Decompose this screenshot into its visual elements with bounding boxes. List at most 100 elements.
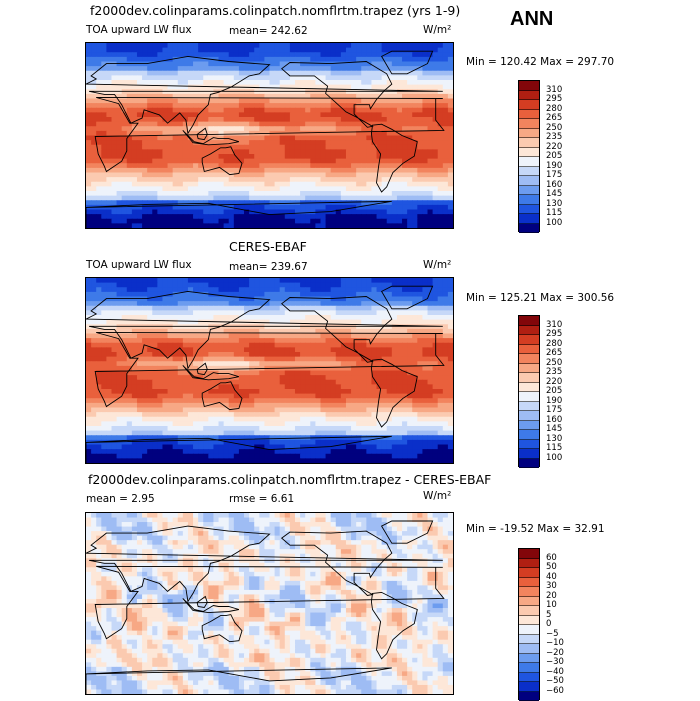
field-cell: [320, 398, 327, 404]
field-cell: [238, 324, 245, 330]
field-cell: [289, 121, 296, 127]
field-cell: [356, 310, 362, 316]
field-cell: [269, 163, 276, 169]
field-cell: [142, 356, 148, 362]
field-cell: [182, 328, 189, 335]
field-cell: [106, 181, 113, 187]
field-cell: [402, 278, 408, 284]
field-cell: [325, 149, 332, 155]
field-cell: [101, 333, 107, 339]
field-cell: [218, 333, 225, 339]
field-cell: [213, 181, 220, 187]
field-cell: [193, 149, 199, 155]
field-cell: [376, 61, 383, 67]
field-cell: [162, 126, 169, 132]
field-cell: [340, 398, 347, 404]
field-cell: [111, 130, 118, 137]
field-cell: [131, 379, 138, 385]
field-cell: [274, 347, 281, 353]
field-cell: [198, 200, 204, 206]
field-cell: [101, 103, 107, 109]
field-cell: [223, 89, 230, 95]
field-cell: [238, 305, 245, 311]
field-cell: [442, 218, 449, 224]
field-cell: [244, 181, 250, 187]
field-cell: [376, 140, 383, 146]
field-cell: [167, 172, 174, 178]
field-cell: [381, 144, 388, 150]
field-cell: [96, 80, 102, 86]
field-cell: [315, 338, 322, 344]
field-cell: [402, 342, 408, 348]
field-cell: [152, 144, 158, 150]
field-cell: [203, 126, 209, 132]
field-cell: [259, 126, 266, 132]
field-cell: [213, 398, 220, 404]
field-cell: [351, 319, 357, 325]
field-cell: [249, 218, 255, 224]
field-cell: [101, 52, 107, 58]
field-cell: [422, 167, 429, 174]
field-cell: [407, 149, 413, 155]
field-cell: [142, 70, 148, 76]
field-cell: [244, 375, 250, 381]
field-cell: [101, 223, 107, 228]
field-cell: [177, 389, 184, 395]
field-cell: [223, 140, 230, 146]
field-cell: [427, 282, 434, 288]
field-cell: [101, 384, 107, 390]
field-cell: [218, 370, 225, 376]
field-cell: [96, 66, 102, 72]
field-cell: [136, 365, 143, 372]
field-cell: [208, 214, 215, 220]
field-cell: [198, 93, 204, 100]
field-cell: [121, 352, 128, 358]
field-cell: [96, 287, 102, 293]
field-cell: [356, 305, 362, 311]
field-cell: [233, 52, 240, 58]
field-cell: [238, 389, 245, 395]
field-cell: [254, 301, 260, 307]
field-cell: [264, 93, 271, 100]
field-cell: [437, 301, 444, 307]
field-cell: [121, 287, 128, 293]
field-cell: [412, 352, 418, 358]
field-cell: [228, 365, 235, 372]
field-cell: [172, 402, 179, 409]
field-cell: [310, 333, 316, 339]
field-cell: [305, 333, 311, 339]
field-cell: [427, 84, 434, 90]
field-cell: [335, 130, 342, 137]
field-cell: [208, 319, 215, 325]
field-cell: [442, 66, 449, 72]
field-cell: [305, 70, 311, 76]
field-cell: [238, 61, 245, 67]
field-cell: [310, 80, 316, 86]
field-cell: [305, 80, 311, 86]
field-cell: [203, 342, 209, 348]
field-cell: [101, 47, 107, 53]
field-cell: [315, 89, 322, 95]
field-cell: [162, 195, 169, 201]
field-cell: [279, 407, 286, 413]
field-cell: [162, 181, 169, 187]
field-cell: [310, 98, 316, 104]
field-cell: [223, 75, 230, 81]
field-cell: [208, 121, 215, 127]
field-cell: [289, 315, 296, 321]
field-cell: [366, 278, 373, 284]
field-cell: [442, 121, 449, 127]
field-cell: [218, 352, 225, 358]
field-cell: [187, 52, 194, 58]
field-cell: [396, 352, 403, 358]
field-cell: [152, 356, 158, 362]
field-cell: [126, 93, 133, 100]
field-cell: [116, 56, 123, 63]
field-cell: [315, 144, 322, 150]
field-cell: [356, 70, 362, 76]
field-cell: [284, 181, 291, 187]
field-cell: [254, 204, 260, 211]
field-cell: [315, 287, 322, 293]
field-cell: [447, 296, 453, 302]
field-cell: [447, 52, 453, 58]
